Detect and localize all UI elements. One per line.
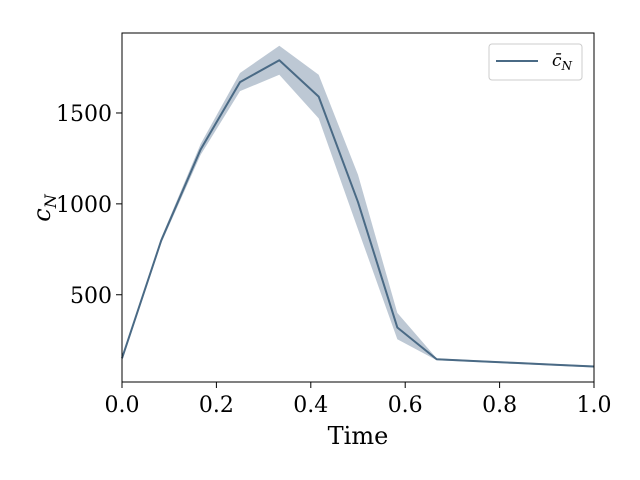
y-tick-label: 1000 xyxy=(56,193,112,218)
x-tick-label: 0.0 xyxy=(105,393,140,418)
x-tick-label: 0.4 xyxy=(293,393,328,418)
tick-marks xyxy=(116,112,595,388)
tick-labels: 0.0 0.2 0.4 0.6 0.8 1.0 500 1000 1500 xyxy=(56,102,612,418)
plot-area xyxy=(121,45,595,368)
x-tick-label: 1.0 xyxy=(577,393,612,418)
legend: c̄N xyxy=(488,43,583,81)
legend-label-subscript: N xyxy=(561,59,573,73)
confidence-band xyxy=(122,45,594,368)
y-axis-label: cN xyxy=(28,193,60,221)
axes xyxy=(121,32,595,383)
y-axis-label-main: c xyxy=(28,208,56,221)
y-tick-label: 1500 xyxy=(56,102,112,127)
x-axis-label: Time xyxy=(328,422,389,450)
legend-label-main: c̄ xyxy=(552,51,562,71)
x-tick-label: 0.2 xyxy=(199,393,234,418)
axes-frame xyxy=(121,32,595,383)
x-tick-label: 0.8 xyxy=(482,393,517,418)
legend-label: c̄N xyxy=(552,51,573,73)
y-axis-label-subscript: N xyxy=(41,193,60,209)
x-tick-label: 0.6 xyxy=(388,393,423,418)
y-tick-label: 500 xyxy=(70,284,112,309)
